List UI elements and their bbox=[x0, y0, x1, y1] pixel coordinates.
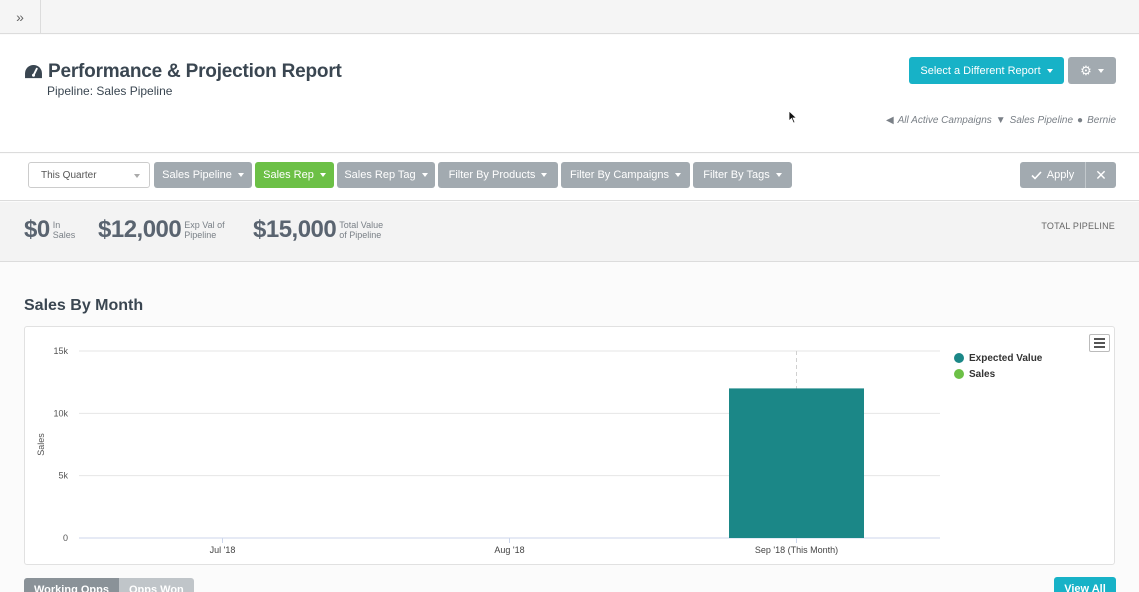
page-subtitle: Pipeline: Sales Pipeline bbox=[47, 84, 173, 98]
report-meta: ◀ All Active Campaigns ▼ Sales Pipeline … bbox=[886, 115, 1116, 126]
users-icon: ● bbox=[1077, 115, 1084, 126]
page-title: Performance & Projection Report bbox=[48, 61, 342, 82]
y-tick-label: 5k bbox=[58, 471, 68, 481]
legend-item[interactable]: Sales bbox=[954, 366, 1042, 382]
filter-label: Sales Rep Tag bbox=[344, 169, 416, 181]
view-all-button[interactable]: View All bbox=[1054, 577, 1116, 592]
stats-bar: $0 In Sales $12,000 Exp Val of Pipeline $1… bbox=[0, 202, 1139, 262]
filter-sales-rep-tag-button[interactable]: Sales Rep Tag bbox=[337, 162, 435, 188]
gear-icon: ⚙ bbox=[1080, 62, 1092, 78]
filter-bar: This Quarter Sales Pipeline Sales Rep Sa… bbox=[0, 154, 1139, 201]
stat-sales: $0 In Sales bbox=[24, 216, 103, 244]
apply-label: Apply bbox=[1046, 169, 1075, 181]
funnel-icon: ▼ bbox=[995, 115, 1006, 126]
apply-group: Apply ✕ bbox=[1020, 162, 1116, 188]
stat-value: $12,000 bbox=[98, 216, 182, 243]
y-tick-label: 0 bbox=[63, 533, 68, 543]
x-tick-label: Sep '18 (This Month) bbox=[755, 545, 838, 555]
chart-canvas: 0 5k 10k 15k Sales Jul '18 Aug '18 Sep '18 (Thi… bbox=[36, 346, 940, 555]
caret-down-icon bbox=[237, 173, 244, 177]
y-tick-label: 10k bbox=[53, 408, 68, 418]
stat-value: $0 bbox=[24, 216, 50, 243]
filter-label: Sales Rep bbox=[263, 169, 314, 181]
hamburger-line bbox=[1094, 342, 1105, 344]
filter-label: Filter By Campaigns bbox=[569, 169, 670, 181]
title-row: Performance & Projection Report bbox=[24, 61, 342, 83]
tab-working-opps[interactable]: Working Opps bbox=[24, 578, 119, 592]
x-tick-label: Jul '18 bbox=[210, 545, 236, 555]
meta-pipeline: Sales Pipeline bbox=[1009, 115, 1074, 126]
chart-legend: Expected Value Sales bbox=[954, 350, 1042, 382]
legend-label: Sales bbox=[969, 368, 996, 380]
close-icon: ✕ bbox=[1095, 166, 1107, 183]
chart-menu-button[interactable] bbox=[1089, 334, 1110, 352]
legend-dot-icon bbox=[954, 369, 964, 379]
caret-down-icon bbox=[675, 173, 682, 177]
filter-label: Filter By Tags bbox=[703, 169, 770, 181]
check-icon bbox=[1031, 170, 1042, 180]
y-axis-label: Sales bbox=[36, 433, 46, 456]
settings-button[interactable]: ⚙ bbox=[1068, 57, 1116, 84]
hamburger-line bbox=[1094, 346, 1105, 348]
meta-user: Bernie bbox=[1087, 115, 1116, 126]
total-pipeline-label: TOTAL PIPELINE bbox=[1041, 221, 1115, 231]
caret-down-icon bbox=[1046, 68, 1053, 73]
filter-label: Filter By Products bbox=[448, 169, 536, 181]
period-select-value: This Quarter bbox=[41, 169, 97, 181]
top-bar: » bbox=[0, 0, 1139, 34]
stat-label: Total Value of Pipeline bbox=[339, 220, 384, 240]
clear-filters-button[interactable]: ✕ bbox=[1086, 162, 1116, 188]
bar-expected-value bbox=[729, 388, 864, 538]
period-select[interactable]: This Quarter bbox=[28, 162, 150, 188]
filter-sales-rep-button[interactable]: Sales Rep bbox=[255, 162, 334, 188]
caret-down-icon bbox=[319, 173, 326, 177]
caret-down-icon bbox=[1097, 68, 1104, 73]
double-chevron-right-icon: » bbox=[16, 9, 24, 25]
apply-button[interactable]: Apply bbox=[1020, 162, 1086, 188]
select-report-label: Select a Different Report bbox=[920, 64, 1041, 77]
filter-campaigns-button[interactable]: Filter By Campaigns bbox=[561, 162, 690, 188]
stat-total-value: $15,000 Total Value of Pipeline bbox=[253, 216, 389, 244]
filter-tags-button[interactable]: Filter By Tags bbox=[693, 162, 792, 188]
sales-by-month-chart: 0 5k 10k 15k Sales Jul '18 Aug '18 Sep '18 (Thi… bbox=[24, 326, 1115, 565]
filter-products-button[interactable]: Filter By Products bbox=[438, 162, 558, 188]
stat-value: $15,000 bbox=[253, 216, 337, 243]
legend-dot-icon bbox=[954, 353, 964, 363]
opportunity-tabs: Working Opps Opps Won bbox=[24, 578, 194, 592]
x-tick-label: Aug '18 bbox=[494, 545, 524, 555]
stat-expected-value: $12,000 Exp Val of Pipeline bbox=[98, 216, 234, 244]
y-tick-label: 15k bbox=[53, 346, 68, 356]
legend-label: Expected Value bbox=[969, 352, 1043, 364]
report-header: Performance & Projection Report Pipeline… bbox=[0, 35, 1139, 153]
meta-campaigns: All Active Campaigns bbox=[897, 115, 992, 126]
caret-down-icon bbox=[775, 173, 782, 177]
hamburger-line bbox=[1094, 338, 1105, 340]
caret-down-icon bbox=[541, 173, 548, 177]
expand-sidebar-button[interactable]: » bbox=[0, 0, 41, 34]
select-report-button[interactable]: Select a Different Report bbox=[909, 57, 1064, 84]
megaphone-icon: ◀ bbox=[885, 115, 894, 126]
mouse-cursor-icon bbox=[788, 110, 798, 124]
stat-label: Exp Val of Pipeline bbox=[184, 220, 225, 240]
filter-label: Sales Pipeline bbox=[162, 169, 232, 181]
speedometer-icon bbox=[25, 64, 42, 79]
caret-down-icon bbox=[421, 173, 428, 177]
chevron-down-icon bbox=[134, 174, 140, 178]
section-title: Sales By Month bbox=[24, 297, 144, 314]
legend-item[interactable]: Expected Value bbox=[954, 350, 1042, 366]
filter-sales-pipeline-button[interactable]: Sales Pipeline bbox=[154, 162, 252, 188]
tab-opps-won[interactable]: Opps Won bbox=[118, 578, 194, 592]
stat-label: In Sales bbox=[52, 220, 76, 240]
